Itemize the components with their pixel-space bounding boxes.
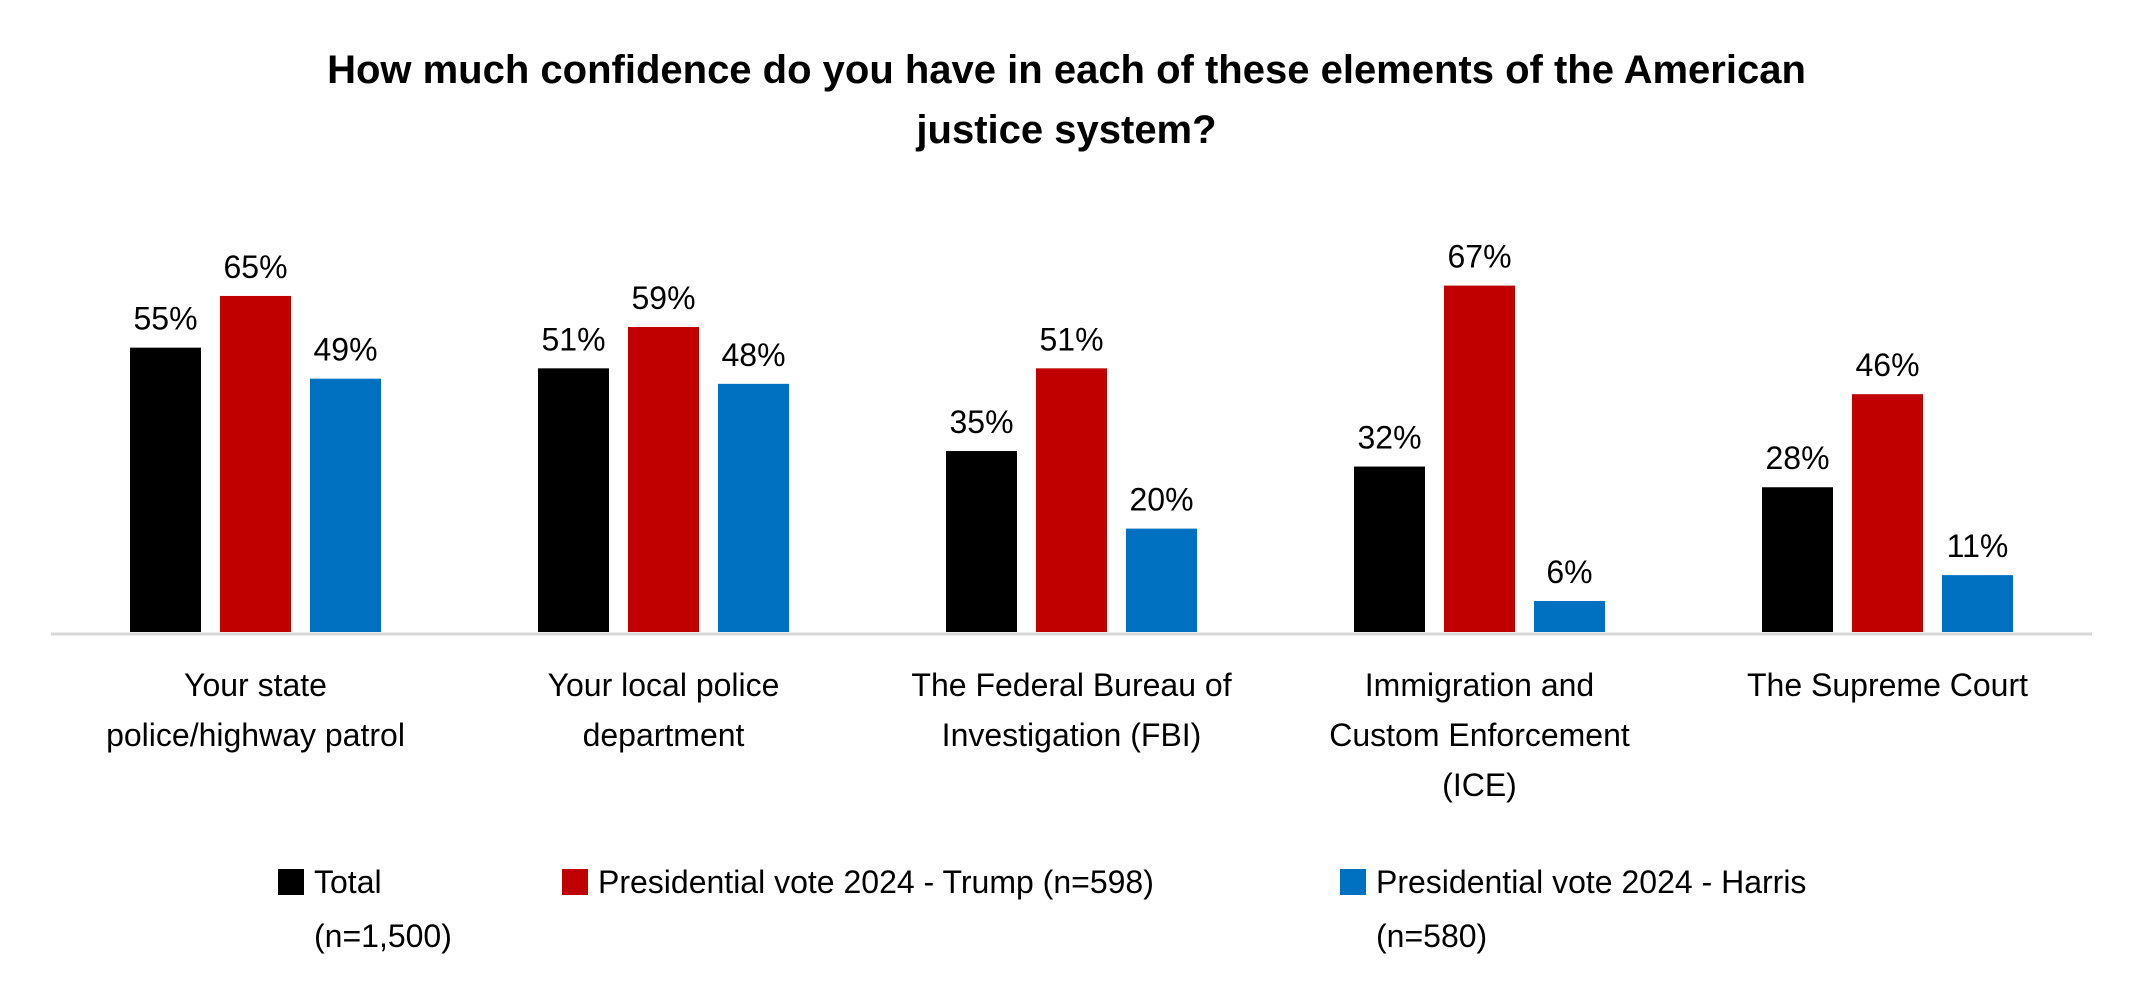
category-label: Your state police/highway patrol <box>66 660 446 760</box>
legend-label-line: Presidential vote 2024 - Harris <box>1376 864 1807 900</box>
data-label: 28% <box>1765 440 1829 476</box>
bar <box>1036 368 1107 632</box>
category-label-line: The Federal Bureau of <box>911 667 1232 703</box>
chart-title-line-1: How much confidence do you have in each … <box>327 48 1806 92</box>
category-label: The Supreme Court <box>1698 660 2078 710</box>
bar <box>1762 487 1833 632</box>
category-label-line: department <box>582 717 745 753</box>
chart-title-line-2: justice system? <box>916 108 1217 152</box>
data-label: 6% <box>1546 554 1592 590</box>
bar <box>1852 394 1923 632</box>
category-label-line: police/highway patrol <box>106 717 405 753</box>
bar <box>718 383 789 632</box>
data-label: 35% <box>949 404 1013 440</box>
bar <box>538 368 609 632</box>
bar <box>130 347 201 632</box>
legend-label-line: (n=580) <box>1376 918 1488 954</box>
legend-label: Presidential vote 2024 - Harris (n=580) <box>1376 855 1806 963</box>
category-label-line: Your local police <box>547 667 780 703</box>
data-label: 20% <box>1129 482 1193 518</box>
category-label-line: Investigation (FBI) <box>941 717 1202 753</box>
legend-label-line: (n=1,500) <box>314 918 452 954</box>
data-label: 49% <box>313 332 377 368</box>
data-label: 67% <box>1447 239 1511 275</box>
category-label-line: Immigration and <box>1364 667 1595 703</box>
category-label: The Federal Bureau of Investigation (FBI) <box>882 660 1262 760</box>
bar <box>1942 575 2013 632</box>
data-label: 46% <box>1855 347 1919 383</box>
legend-label-line: Total <box>314 864 382 900</box>
chart-title: How much confidence do you have in each … <box>0 40 2133 160</box>
bar <box>1354 466 1425 632</box>
category-label-line: (ICE) <box>1442 767 1517 803</box>
data-label: 32% <box>1357 420 1421 456</box>
data-label: 48% <box>721 337 785 373</box>
bar <box>1126 528 1197 632</box>
data-label: 51% <box>541 321 605 357</box>
bar <box>628 326 699 632</box>
category-label: Immigration and Custom Enforcement (ICE) <box>1290 660 1670 810</box>
bar <box>310 378 381 632</box>
bar <box>220 295 291 632</box>
category-label-line: The Supreme Court <box>1746 667 2028 703</box>
legend-swatch <box>278 869 304 895</box>
legend-label-line: Presidential vote 2024 - Trump (n=598) <box>598 864 1154 900</box>
legend-swatch <box>562 869 588 895</box>
data-label: 55% <box>133 301 197 337</box>
data-label: 51% <box>1039 321 1103 357</box>
data-label: 59% <box>631 280 695 316</box>
bar <box>1444 285 1515 632</box>
data-label: 65% <box>223 249 287 285</box>
legend-swatch <box>1340 869 1366 895</box>
legend-label: Presidential vote 2024 - Trump (n=598) <box>598 855 1154 909</box>
category-label-line: Custom Enforcement <box>1329 717 1630 753</box>
category-label: Your local police department <box>474 660 854 760</box>
legend-label: Total (n=1,500) <box>314 855 452 963</box>
category-label-line: Your state <box>184 667 327 703</box>
bar <box>1534 600 1605 632</box>
bar <box>946 451 1017 632</box>
data-label: 11% <box>1947 528 2009 564</box>
